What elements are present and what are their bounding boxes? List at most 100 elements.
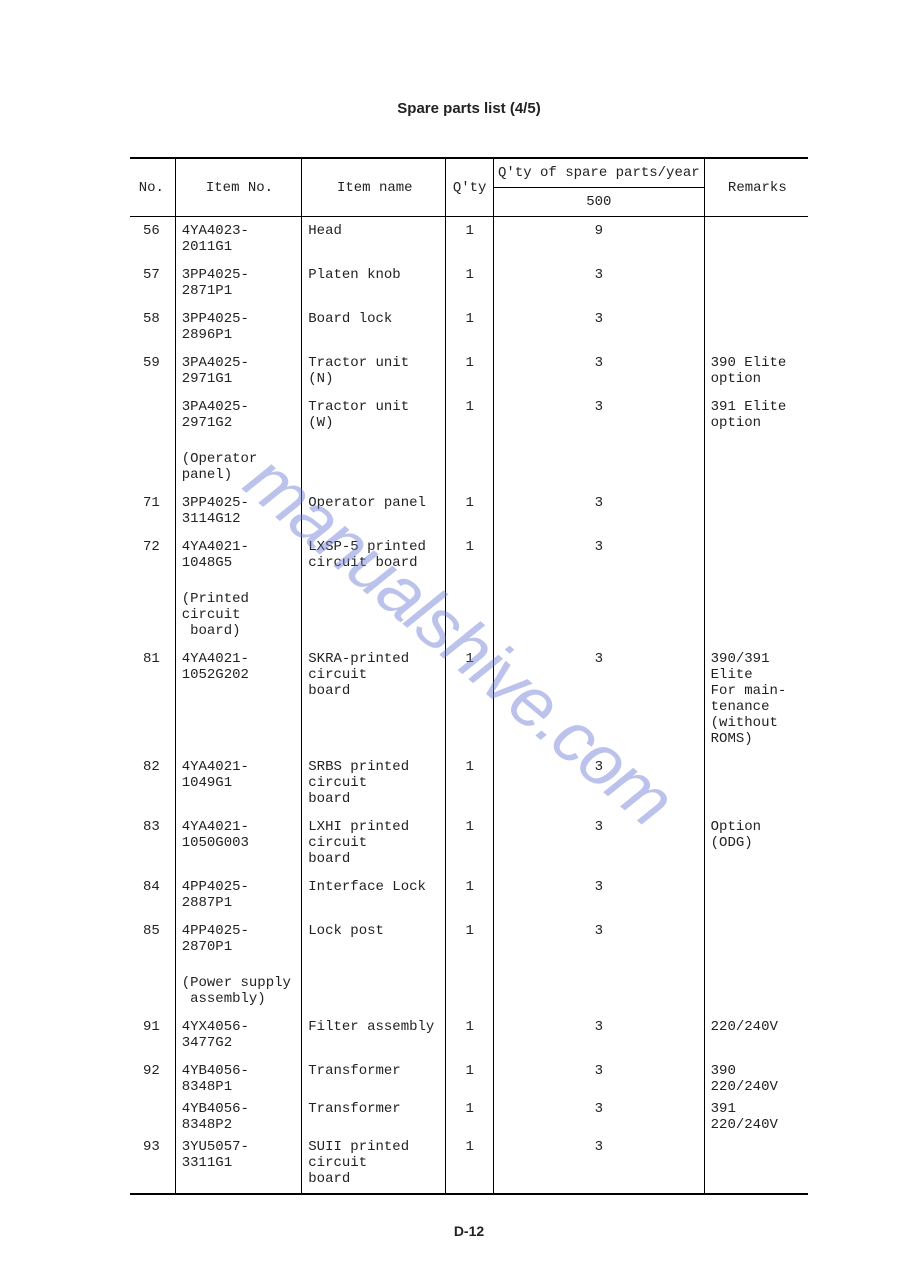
page-title: Spare parts list (4/5) bbox=[130, 100, 808, 117]
cell-spare: 3 bbox=[494, 1057, 705, 1101]
cell-spare: 3 bbox=[494, 1013, 705, 1057]
cell-spare bbox=[494, 577, 705, 645]
cell-remarks bbox=[704, 917, 808, 961]
cell-name: Tractor unit (N) bbox=[302, 349, 446, 393]
table-row: 933YU5057-3311G1SUII printed circuitboar… bbox=[130, 1133, 808, 1194]
page-footer: D-12 bbox=[130, 1223, 808, 1239]
cell-no: 58 bbox=[130, 305, 175, 349]
cell-remarks: 390 Eliteoption bbox=[704, 349, 808, 393]
cell-no: 59 bbox=[130, 349, 175, 393]
cell-name: Head bbox=[302, 217, 446, 262]
col-spare: Q'ty of spare parts/year bbox=[494, 158, 705, 188]
table-row: (Operator panel) bbox=[130, 437, 808, 489]
cell-spare: 3 bbox=[494, 813, 705, 873]
table-row: 593PA4025-2971G1Tractor unit (N)13390 El… bbox=[130, 349, 808, 393]
cell-no bbox=[130, 393, 175, 437]
cell-remarks bbox=[704, 261, 808, 305]
cell-no: 83 bbox=[130, 813, 175, 873]
cell-no: 82 bbox=[130, 753, 175, 813]
cell-itemno: 3PP4025-2896P1 bbox=[175, 305, 302, 349]
cell-no bbox=[130, 961, 175, 1013]
cell-qty bbox=[446, 577, 494, 645]
cell-name: Tractor unit (W) bbox=[302, 393, 446, 437]
table-row: 4YB4056-8348P2Transformer13391 220/240V bbox=[130, 1101, 808, 1133]
col-itemno: Item No. bbox=[175, 158, 302, 217]
cell-itemno: 3PA4025-2971G2 bbox=[175, 393, 302, 437]
table-row: 573PP4025-2871P1Platen knob13 bbox=[130, 261, 808, 305]
cell-no: 84 bbox=[130, 873, 175, 917]
cell-remarks bbox=[704, 873, 808, 917]
cell-itemno: 4PP4025-2887P1 bbox=[175, 873, 302, 917]
cell-itemno: 4YA4021-1049G1 bbox=[175, 753, 302, 813]
cell-spare: 3 bbox=[494, 917, 705, 961]
cell-name bbox=[302, 437, 446, 489]
cell-itemno: (Operator panel) bbox=[175, 437, 302, 489]
table-row: (Printed circuit board) bbox=[130, 577, 808, 645]
cell-remarks bbox=[704, 1133, 808, 1194]
cell-itemno: 3PA4025-2971G1 bbox=[175, 349, 302, 393]
cell-no: 91 bbox=[130, 1013, 175, 1057]
cell-qty: 1 bbox=[446, 1101, 494, 1133]
cell-qty: 1 bbox=[446, 305, 494, 349]
cell-itemno: 4YB4056-8348P2 bbox=[175, 1101, 302, 1133]
table-row: 564YA4023-2011G1Head19 bbox=[130, 217, 808, 262]
cell-no: 85 bbox=[130, 917, 175, 961]
cell-spare: 3 bbox=[494, 645, 705, 753]
cell-spare: 3 bbox=[494, 349, 705, 393]
cell-remarks bbox=[704, 753, 808, 813]
table-row: 3PA4025-2971G2Tractor unit (W)13391 Elit… bbox=[130, 393, 808, 437]
cell-no: 81 bbox=[130, 645, 175, 753]
table-row: 713PP4025-3114G12Operator panel13 bbox=[130, 489, 808, 533]
table-row: 583PP4025-2896P1Board lock13 bbox=[130, 305, 808, 349]
cell-spare: 9 bbox=[494, 217, 705, 262]
cell-qty bbox=[446, 437, 494, 489]
cell-name: SUII printed circuitboard bbox=[302, 1133, 446, 1194]
cell-remarks: 220/240V bbox=[704, 1013, 808, 1057]
cell-qty: 1 bbox=[446, 813, 494, 873]
col-spare-sub: 500 bbox=[494, 188, 705, 217]
cell-remarks bbox=[704, 961, 808, 1013]
spare-parts-table: No. Item No. Item name Q'ty Q'ty of spar… bbox=[130, 157, 808, 1195]
table-row: 824YA4021-1049G1SRBS printed circuitboar… bbox=[130, 753, 808, 813]
cell-name: LXHI printed circuitboard bbox=[302, 813, 446, 873]
cell-name bbox=[302, 577, 446, 645]
cell-name: Operator panel bbox=[302, 489, 446, 533]
cell-name: Filter assembly bbox=[302, 1013, 446, 1057]
cell-no bbox=[130, 437, 175, 489]
cell-spare: 3 bbox=[494, 753, 705, 813]
cell-qty: 1 bbox=[446, 873, 494, 917]
cell-remarks: 391 Eliteoption bbox=[704, 393, 808, 437]
cell-spare: 3 bbox=[494, 1133, 705, 1194]
cell-no: 92 bbox=[130, 1057, 175, 1101]
cell-name: Transformer bbox=[302, 1057, 446, 1101]
cell-itemno: 3PP4025-2871P1 bbox=[175, 261, 302, 305]
cell-name: Lock post bbox=[302, 917, 446, 961]
cell-remarks bbox=[704, 533, 808, 577]
cell-remarks bbox=[704, 489, 808, 533]
cell-spare: 3 bbox=[494, 393, 705, 437]
col-no: No. bbox=[130, 158, 175, 217]
cell-no bbox=[130, 577, 175, 645]
table-row: (Power supply assembly) bbox=[130, 961, 808, 1013]
cell-name: Platen knob bbox=[302, 261, 446, 305]
table-row: 844PP4025-2887P1Interface Lock13 bbox=[130, 873, 808, 917]
cell-remarks bbox=[704, 217, 808, 262]
cell-qty: 1 bbox=[446, 489, 494, 533]
cell-spare: 3 bbox=[494, 533, 705, 577]
cell-spare: 3 bbox=[494, 873, 705, 917]
cell-no bbox=[130, 1101, 175, 1133]
cell-itemno: 4YA4023-2011G1 bbox=[175, 217, 302, 262]
cell-spare bbox=[494, 961, 705, 1013]
cell-remarks bbox=[704, 305, 808, 349]
table-row: 834YA4021-1050G003LXHI printed circuitbo… bbox=[130, 813, 808, 873]
cell-qty: 1 bbox=[446, 349, 494, 393]
cell-name: Interface Lock bbox=[302, 873, 446, 917]
cell-remarks: 390/391EliteFor main-tenance(withoutROMS… bbox=[704, 645, 808, 753]
cell-name: SRBS printed circuitboard bbox=[302, 753, 446, 813]
cell-no: 56 bbox=[130, 217, 175, 262]
cell-qty: 1 bbox=[446, 217, 494, 262]
page: manualshive.com Spare parts list (4/5) N… bbox=[0, 0, 918, 1279]
cell-spare bbox=[494, 437, 705, 489]
col-name: Item name bbox=[302, 158, 446, 217]
cell-itemno: 4YA4021-1050G003 bbox=[175, 813, 302, 873]
